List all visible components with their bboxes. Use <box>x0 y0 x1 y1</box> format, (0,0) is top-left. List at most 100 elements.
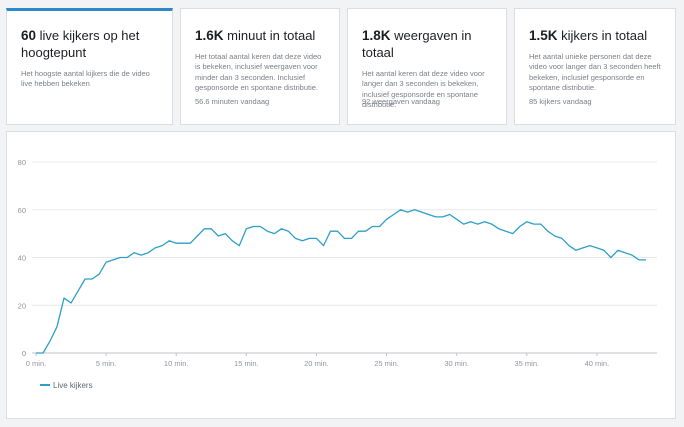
data-point[interactable]: 39 <box>109 256 117 264</box>
data-point[interactable]: 56 <box>383 215 391 223</box>
data-point[interactable]: 53 <box>256 222 264 230</box>
data-point[interactable]: 47 <box>165 237 173 245</box>
metric-card-viewers[interactable]: 1.5K kijkers in totaal Het aantal unieke… <box>514 8 676 125</box>
data-point[interactable]: 48 <box>312 234 320 242</box>
data-point[interactable]: 33 <box>95 270 103 278</box>
data-point[interactable]: 56 <box>453 215 461 223</box>
data-point[interactable]: 51 <box>263 227 271 235</box>
data-point[interactable]: 45 <box>158 242 166 250</box>
data-point[interactable]: 31 <box>81 275 89 283</box>
data-point[interactable]: 44 <box>593 244 601 252</box>
data-point[interactable]: 43 <box>572 246 580 254</box>
data-point[interactable]: 49 <box>193 232 201 240</box>
x-tick-label: 25 min. <box>374 359 399 368</box>
data-point[interactable]: 26 <box>74 287 82 295</box>
data-point[interactable]: 47 <box>298 237 306 245</box>
data-point[interactable]: 52 <box>207 225 215 233</box>
data-point[interactable]: 42 <box>144 249 152 257</box>
data-point[interactable]: 40 <box>123 254 131 262</box>
data-point[interactable]: 39 <box>635 256 643 264</box>
data-point[interactable]: 57 <box>432 213 440 221</box>
data-point[interactable]: 54 <box>537 220 545 228</box>
data-point[interactable]: 60 <box>411 206 419 214</box>
data-point[interactable]: 53 <box>249 222 257 230</box>
data-point[interactable]: 0 <box>32 349 40 357</box>
metric-card-live-peak[interactable]: 60 live kijkers op het hoogtepunt Het ho… <box>6 8 173 125</box>
data-point[interactable]: 52 <box>495 225 503 233</box>
data-point[interactable]: 55 <box>481 218 489 226</box>
data-point[interactable]: 44 <box>151 244 159 252</box>
data-point[interactable]: 11 <box>53 323 61 331</box>
x-tick-label: 40 min. <box>585 359 610 368</box>
data-point[interactable]: 42 <box>130 249 138 257</box>
data-point[interactable]: 53 <box>369 222 377 230</box>
data-point[interactable]: 46 <box>186 239 194 247</box>
x-tick-label: 10 min. <box>164 359 189 368</box>
data-point[interactable]: 48 <box>341 234 349 242</box>
data-point[interactable]: 49 <box>214 232 222 240</box>
data-point[interactable]: 38 <box>102 258 110 266</box>
data-point[interactable]: 50 <box>509 230 517 238</box>
data-point[interactable]: 21 <box>67 299 75 307</box>
data-point[interactable]: 44 <box>579 244 587 252</box>
data-point[interactable]: 40 <box>607 254 615 262</box>
metric-headline: 1.5K kijkers in totaal <box>529 28 648 43</box>
data-point[interactable]: 48 <box>305 234 313 242</box>
data-point[interactable]: 52 <box>277 225 285 233</box>
metric-card-views[interactable]: 1.8K weergaven in totaal Het aantal kere… <box>347 8 507 125</box>
data-point[interactable]: 48 <box>291 234 299 242</box>
data-point[interactable]: 49 <box>551 232 559 240</box>
data-point[interactable]: 53 <box>516 222 524 230</box>
data-point[interactable]: 41 <box>628 251 636 259</box>
data-point[interactable]: 40 <box>116 254 124 262</box>
data-point[interactable]: 47 <box>228 237 236 245</box>
data-point[interactable]: 55 <box>467 218 475 226</box>
metric-description: Het aantal unieke personen dat deze vide… <box>529 52 661 92</box>
data-point[interactable]: 53 <box>376 222 384 230</box>
data-point[interactable]: 59 <box>418 208 426 216</box>
data-point[interactable]: 51 <box>333 227 341 235</box>
data-point[interactable]: 45 <box>235 242 243 250</box>
data-point[interactable]: 60 <box>397 206 405 214</box>
data-point[interactable]: 51 <box>355 227 363 235</box>
data-point[interactable]: 43 <box>614 246 622 254</box>
data-point[interactable]: 41 <box>137 251 145 259</box>
data-point[interactable]: 52 <box>242 225 250 233</box>
data-point[interactable]: 54 <box>474 220 482 228</box>
data-point[interactable]: 54 <box>488 220 496 228</box>
data-point[interactable]: 50 <box>270 230 278 238</box>
data-point[interactable]: 43 <box>600 246 608 254</box>
metric-card-minutes[interactable]: 1.6K minuut in totaal Het totaal aantal … <box>180 8 340 125</box>
data-point[interactable]: 51 <box>544 227 552 235</box>
data-point[interactable]: 51 <box>502 227 510 235</box>
data-point[interactable]: 58 <box>390 211 398 219</box>
data-point[interactable]: 59 <box>404 208 412 216</box>
data-point[interactable]: 55 <box>523 218 531 226</box>
data-point[interactable]: 45 <box>586 242 594 250</box>
x-tick-label: 35 min. <box>514 359 539 368</box>
data-point[interactable]: 48 <box>558 234 566 242</box>
legend[interactable]: Live kijkers <box>40 381 93 390</box>
data-point[interactable]: 54 <box>460 220 468 228</box>
live-viewers-chart[interactable]: 0 20 40 60 80 0 min. 5 min. 10 min. 15 min. 20 m… <box>7 132 675 418</box>
data-point[interactable]: 54 <box>530 220 538 228</box>
data-point[interactable]: 51 <box>362 227 370 235</box>
data-point[interactable]: 48 <box>348 234 356 242</box>
data-point[interactable]: 57 <box>439 213 447 221</box>
data-point[interactable]: 42 <box>621 249 629 257</box>
data-point[interactable]: 46 <box>179 239 187 247</box>
data-point[interactable]: 50 <box>221 230 229 238</box>
data-point[interactable]: 39 <box>642 256 650 264</box>
data-point[interactable]: 52 <box>200 225 208 233</box>
data-point[interactable]: 51 <box>326 227 334 235</box>
data-point[interactable]: 45 <box>319 242 327 250</box>
data-point[interactable]: 46 <box>172 239 180 247</box>
data-point[interactable]: 51 <box>284 227 292 235</box>
data-point[interactable]: 31 <box>88 275 96 283</box>
data-point[interactable]: 23 <box>60 294 68 302</box>
data-point[interactable]: 58 <box>425 211 433 219</box>
data-point[interactable]: 45 <box>565 242 573 250</box>
data-point[interactable]: 0 <box>39 349 47 357</box>
data-point[interactable]: 58 <box>446 211 454 219</box>
data-point[interactable]: 5 <box>46 337 54 345</box>
